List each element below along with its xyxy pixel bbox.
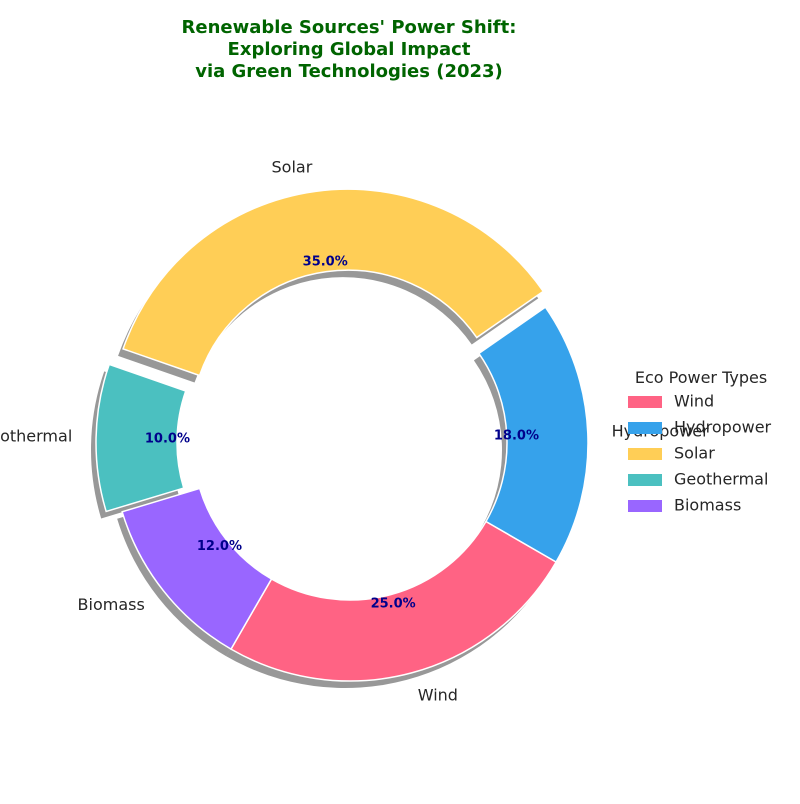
chart-title-line-2: Exploring Global Impact	[228, 39, 471, 60]
legend-swatch-biomass	[628, 500, 662, 512]
slice-solar	[122, 188, 545, 377]
category-label-solar: Solar	[272, 157, 313, 176]
percent-label-wind: 25.0%	[371, 596, 416, 611]
slice-biomass	[121, 487, 273, 651]
slice-geothermal	[95, 363, 187, 513]
percent-label-hydropower: 18.0%	[494, 429, 539, 444]
legend-label-hydropower: Hydropower	[674, 418, 772, 437]
category-label-biomass: Biomass	[78, 595, 145, 614]
legend-label-wind: Wind	[674, 392, 714, 411]
slices	[95, 188, 589, 682]
legend-swatch-geothermal	[628, 474, 662, 486]
legend: Eco Power Types Wind Hydropower Solar Geoth…	[628, 368, 772, 515]
legend-label-solar: Solar	[674, 444, 715, 463]
legend-swatch-hydropower	[628, 422, 662, 434]
legend-label-biomass: Biomass	[674, 496, 741, 515]
chart-title-line-3: via Green Technologies (2023)	[195, 61, 503, 82]
slice-wind	[229, 520, 558, 682]
legend-label-geothermal: Geothermal	[674, 470, 768, 489]
chart-title-line-1: Renewable Sources' Power Shift:	[182, 17, 517, 38]
slice-hydropower	[477, 306, 589, 564]
legend-swatch-wind	[628, 396, 662, 408]
category-label-geothermal: Geothermal	[0, 427, 72, 446]
percent-label-geothermal: 10.0%	[145, 432, 190, 447]
percent-labels: 25.0% 18.0% 35.0% 10.0% 12.0%	[145, 255, 539, 612]
percent-label-solar: 35.0%	[303, 255, 348, 270]
category-label-wind: Wind	[418, 685, 458, 704]
legend-swatch-solar	[628, 448, 662, 460]
legend-title: Eco Power Types	[635, 368, 767, 387]
percent-label-biomass: 12.0%	[197, 539, 242, 554]
